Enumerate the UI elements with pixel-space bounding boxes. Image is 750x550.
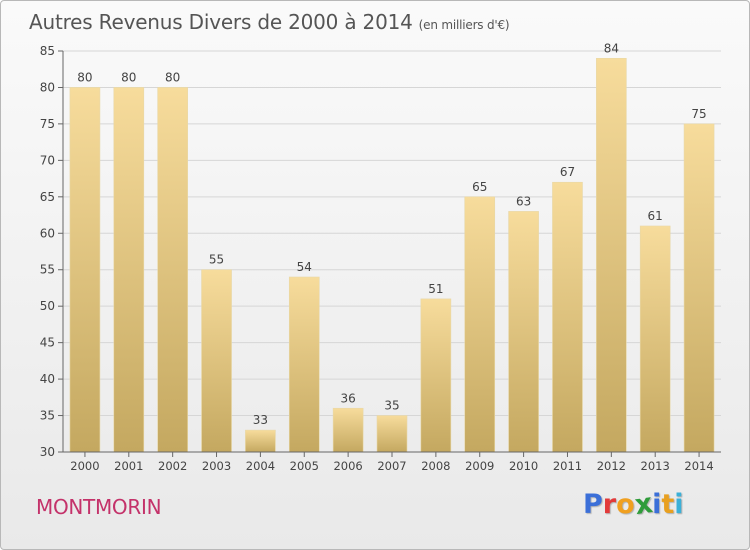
place-name: MONTMORIN xyxy=(36,495,162,519)
data-label: 54 xyxy=(297,260,312,274)
data-label: 36 xyxy=(340,391,355,405)
y-tick-label: 70 xyxy=(40,153,55,167)
x-tick-label: 2006 xyxy=(333,459,362,473)
bar xyxy=(683,123,715,453)
x-tick-label: 2001 xyxy=(114,459,143,473)
data-label: 80 xyxy=(165,70,180,84)
x-tick-label: 2012 xyxy=(597,459,626,473)
chart-title-text: Autres Revenus Divers de 2000 à 2014 xyxy=(29,10,413,34)
data-label: 51 xyxy=(428,282,443,296)
bar xyxy=(639,225,671,453)
y-tick-label: 35 xyxy=(40,409,55,423)
logo-letter: r xyxy=(602,489,617,520)
bar xyxy=(157,87,188,453)
y-tick-label: 65 xyxy=(40,190,55,204)
y-tick-label: 60 xyxy=(40,226,55,240)
x-tick-label: 2004 xyxy=(246,459,275,473)
data-label: 63 xyxy=(516,194,531,208)
bar xyxy=(376,415,408,453)
bar xyxy=(464,196,496,453)
bar xyxy=(420,298,452,453)
bar xyxy=(201,269,232,453)
x-tick-label: 2013 xyxy=(641,459,670,473)
y-tick-label: 30 xyxy=(40,445,55,459)
data-label: 80 xyxy=(77,70,92,84)
x-tick-label: 2014 xyxy=(684,459,713,473)
y-tick-label: 80 xyxy=(40,80,55,94)
y-tick-label: 75 xyxy=(40,117,55,131)
x-tick-label: 2005 xyxy=(290,459,319,473)
axes xyxy=(58,50,721,457)
bars xyxy=(69,57,715,453)
x-tick-label: 2008 xyxy=(421,459,450,473)
x-tick-label: 2011 xyxy=(553,459,582,473)
bar xyxy=(552,181,583,453)
x-tick-label: 2000 xyxy=(70,459,99,473)
data-label: 61 xyxy=(648,209,663,223)
logo-letter: t xyxy=(661,489,675,520)
x-tick-label: 2010 xyxy=(509,459,538,473)
labels: 30 35 40 45 50 55 60 65 70 75 80 85 80 2000 80 2001 80 20… xyxy=(40,41,714,473)
bar xyxy=(508,211,539,453)
chart-title: Autres Revenus Divers de 2000 à 2014 (en … xyxy=(29,10,510,34)
logo-letter: i xyxy=(674,489,684,520)
chart-subtitle: (en milliers d'€) xyxy=(418,18,510,32)
proxiti-logo: Proxiti xyxy=(583,487,684,522)
data-label: 80 xyxy=(121,70,136,84)
bar xyxy=(69,87,101,453)
x-tick-label: 2009 xyxy=(465,459,494,473)
bar xyxy=(245,429,276,453)
logo-letter: P xyxy=(583,489,603,520)
data-label: 35 xyxy=(384,399,399,413)
data-label: 67 xyxy=(560,165,575,179)
bar xyxy=(288,276,320,453)
y-tick-label: 45 xyxy=(40,336,55,350)
logo-letter: o xyxy=(616,489,635,520)
data-label: 65 xyxy=(472,180,487,194)
bar xyxy=(332,407,364,453)
x-tick-label: 2002 xyxy=(158,459,187,473)
data-label: 84 xyxy=(604,41,619,55)
bar xyxy=(596,57,627,453)
logo-letter: x xyxy=(632,487,655,522)
data-label: 33 xyxy=(253,413,268,427)
data-label: 75 xyxy=(691,107,706,121)
x-tick-label: 2007 xyxy=(377,459,406,473)
x-tick-label: 2003 xyxy=(202,459,231,473)
data-label: 55 xyxy=(209,253,224,267)
y-tick-label: 50 xyxy=(40,299,55,313)
y-tick-label: 85 xyxy=(40,44,55,58)
y-tick-label: 55 xyxy=(40,263,55,277)
y-tick-label: 40 xyxy=(40,372,55,386)
bar xyxy=(113,87,145,453)
logo-letter: i xyxy=(652,489,662,520)
